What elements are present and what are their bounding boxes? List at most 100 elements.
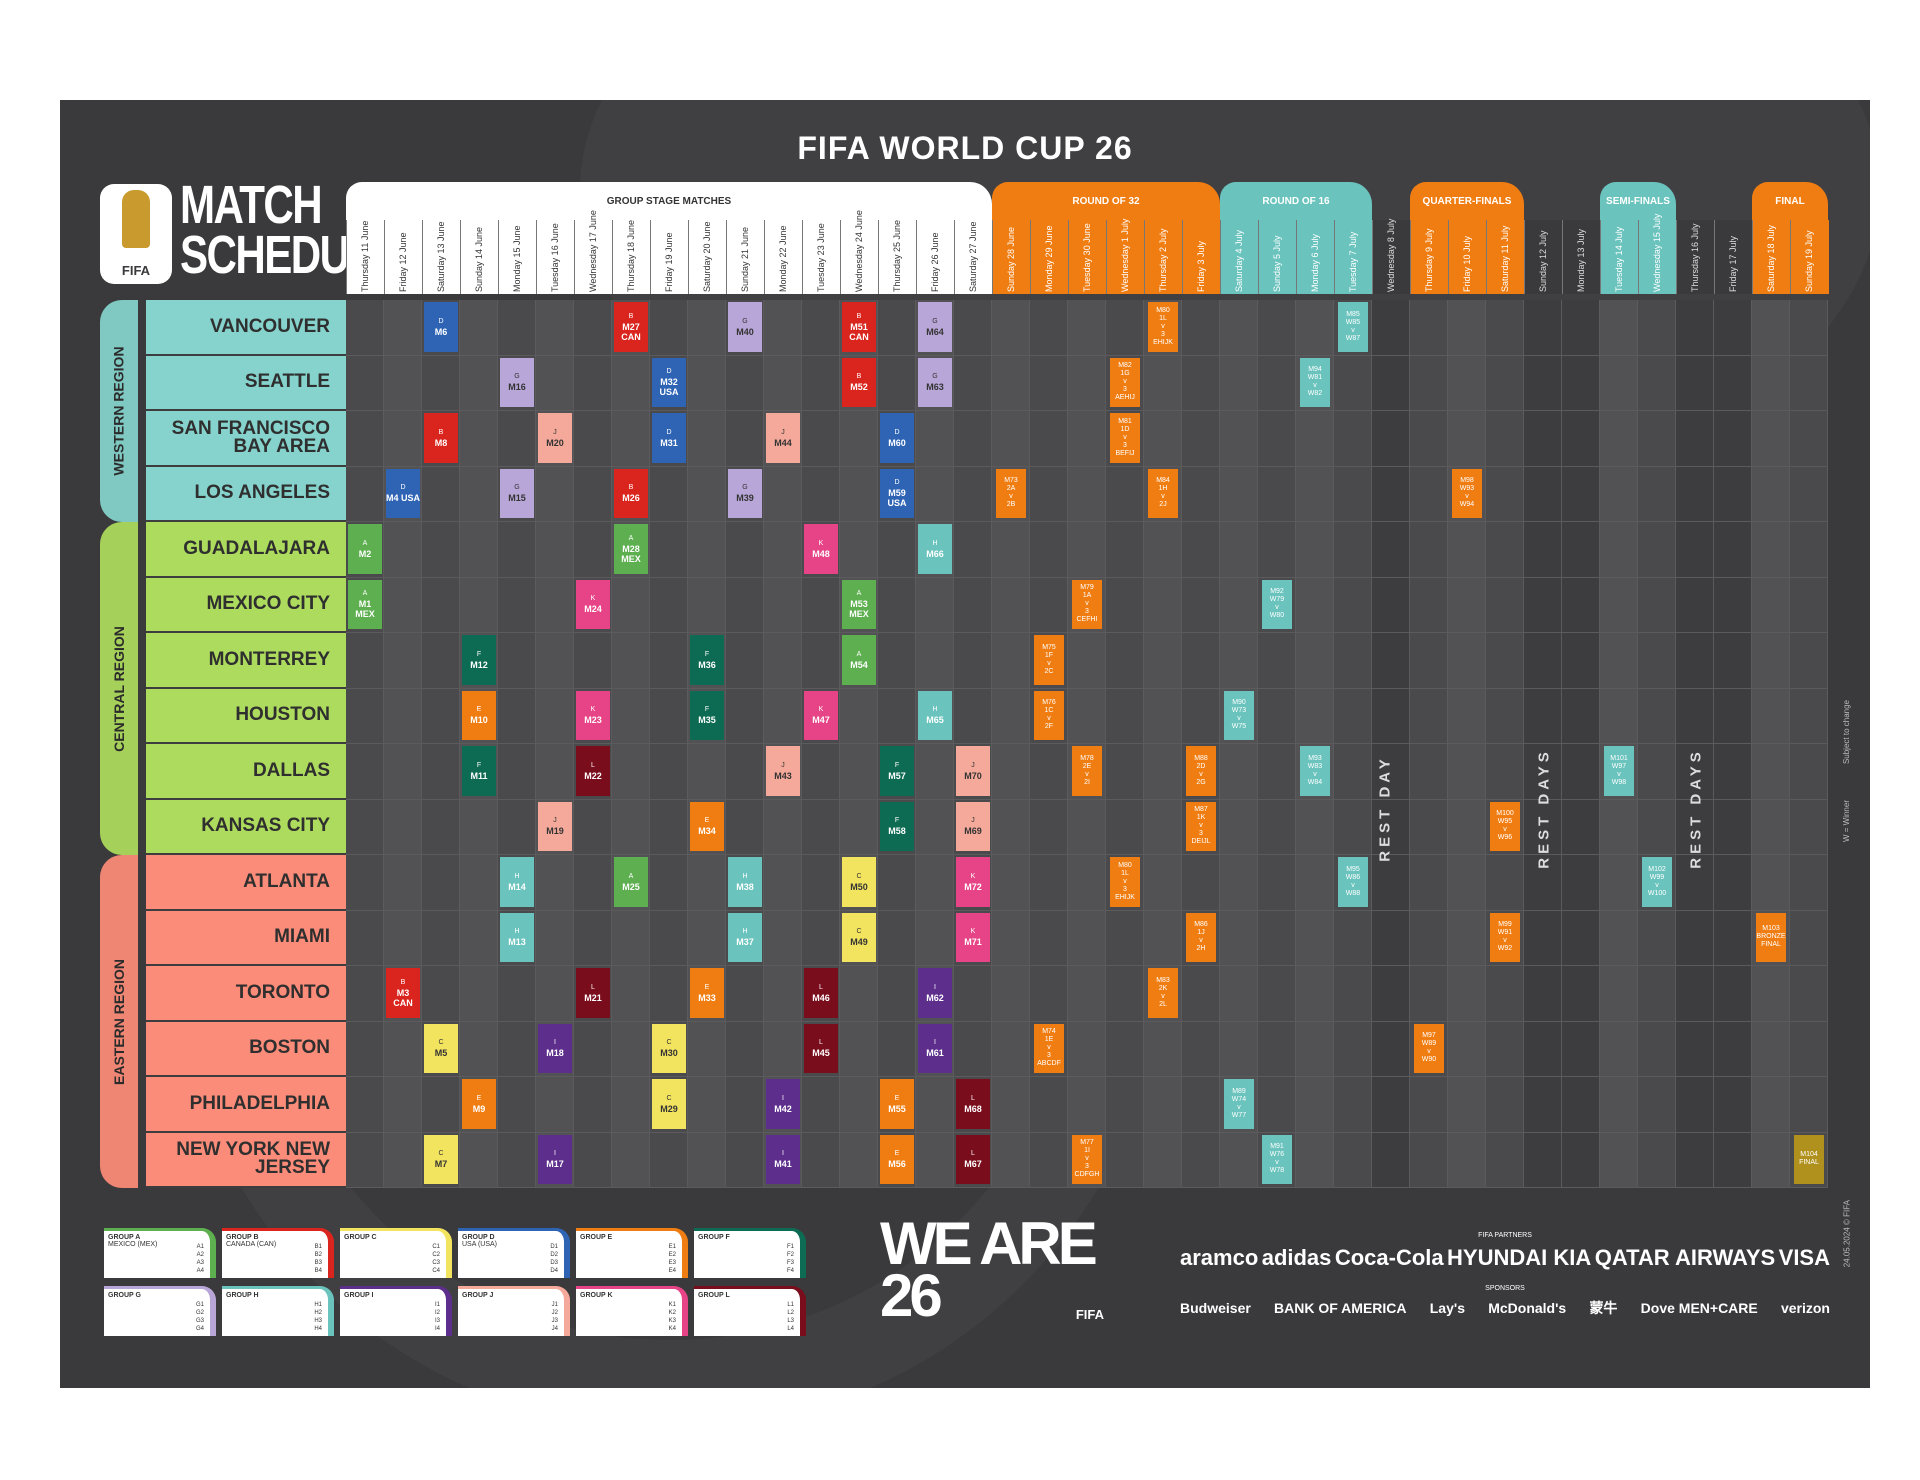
group-match-box[interactable]: A M25 — [614, 857, 648, 907]
knockout-match-box[interactable]: M103 BRONZE FINAL — [1756, 912, 1786, 962]
group-match-box[interactable]: K M72 — [956, 857, 990, 907]
knockout-match-box[interactable]: M89 W74 v W77 — [1224, 1079, 1254, 1129]
knockout-match-box[interactable]: M101 W97 v W98 — [1604, 746, 1634, 796]
knockout-match-box[interactable]: M99 W91 v W92 — [1490, 912, 1520, 962]
group-match-box[interactable]: B M26 — [614, 468, 648, 518]
knockout-match-box[interactable]: M92 W79 v W80 — [1262, 579, 1292, 629]
knockout-match-box[interactable]: M102 W99 v W100 — [1642, 857, 1672, 907]
group-match-box[interactable]: G M15 — [500, 468, 534, 518]
knockout-match-box[interactable]: M82 1G v 3 AEHIJ — [1110, 357, 1140, 407]
group-match-box[interactable]: D M31 — [652, 413, 686, 463]
knockout-match-box[interactable]: M73 2A v 2B — [996, 468, 1026, 518]
knockout-match-box[interactable]: M94 W81 v W82 — [1300, 357, 1330, 407]
group-match-box[interactable]: B M51 CAN — [842, 302, 876, 352]
group-match-box[interactable]: J M69 — [956, 801, 990, 851]
group-match-box[interactable]: E M34 — [690, 801, 724, 851]
knockout-match-box[interactable]: M78 2E v 2I — [1072, 746, 1102, 796]
knockout-match-box[interactable]: M100 W95 v W96 — [1490, 801, 1520, 851]
knockout-match-box[interactable]: M83 2K v 2L — [1148, 968, 1178, 1018]
group-match-box[interactable]: F M12 — [462, 635, 496, 685]
knockout-match-box[interactable]: M80 1L v 3 EHIJK — [1110, 857, 1140, 907]
knockout-match-box[interactable]: M88 2D v 2G — [1186, 746, 1216, 796]
knockout-match-box[interactable]: M93 W83 v W84 — [1300, 746, 1330, 796]
group-match-box[interactable]: I M62 — [918, 968, 952, 1018]
knockout-match-box[interactable]: M86 1J v 2H — [1186, 912, 1216, 962]
group-match-box[interactable]: I M17 — [538, 1134, 572, 1184]
knockout-match-box[interactable]: M104 FINAL — [1794, 1134, 1824, 1184]
group-match-box[interactable]: G M63 — [918, 357, 952, 407]
group-match-box[interactable]: H M65 — [918, 690, 952, 740]
group-match-box[interactable]: J M70 — [956, 746, 990, 796]
knockout-match-box[interactable]: M77 1I v 3 CDFGH — [1072, 1134, 1102, 1184]
group-match-box[interactable]: K M23 — [576, 690, 610, 740]
knockout-match-box[interactable]: M91 W76 v W78 — [1262, 1134, 1292, 1184]
group-match-box[interactable]: G M39 — [728, 468, 762, 518]
group-match-box[interactable]: K M47 — [804, 690, 838, 740]
group-match-box[interactable]: G M40 — [728, 302, 762, 352]
knockout-match-box[interactable]: M98 W93 v W94 — [1452, 468, 1482, 518]
group-match-box[interactable]: L M45 — [804, 1023, 838, 1073]
group-match-box[interactable]: C M50 — [842, 857, 876, 907]
group-match-box[interactable]: H M38 — [728, 857, 762, 907]
group-match-box[interactable]: F M35 — [690, 690, 724, 740]
group-match-box[interactable]: I M42 — [766, 1079, 800, 1129]
group-match-box[interactable]: F M11 — [462, 746, 496, 796]
group-match-box[interactable]: E M55 — [880, 1079, 914, 1129]
group-match-box[interactable]: C M49 — [842, 912, 876, 962]
group-match-box[interactable]: J M43 — [766, 746, 800, 796]
group-match-box[interactable]: B M3 CAN — [386, 968, 420, 1018]
group-match-box[interactable]: L M21 — [576, 968, 610, 1018]
group-match-box[interactable]: H M37 — [728, 912, 762, 962]
group-match-box[interactable]: E M33 — [690, 968, 724, 1018]
knockout-match-box[interactable]: M90 W73 v W75 — [1224, 690, 1254, 740]
group-match-box[interactable]: A M28 MEX — [614, 524, 648, 574]
group-match-box[interactable]: I M18 — [538, 1023, 572, 1073]
knockout-match-box[interactable]: M84 1H v 2J — [1148, 468, 1178, 518]
knockout-match-box[interactable]: M75 1F v 2C — [1034, 635, 1064, 685]
group-match-box[interactable]: D M59 USA — [880, 468, 914, 518]
group-match-box[interactable]: H M13 — [500, 912, 534, 962]
group-match-box[interactable]: B M8 — [424, 413, 458, 463]
group-match-box[interactable]: E M56 — [880, 1134, 914, 1184]
knockout-match-box[interactable]: M97 W89 v W90 — [1414, 1023, 1444, 1073]
group-match-box[interactable]: A M1 MEX — [348, 579, 382, 629]
group-match-box[interactable]: D M60 — [880, 413, 914, 463]
knockout-match-box[interactable]: M81 1D v 3 BEFIJ — [1110, 413, 1140, 463]
group-match-box[interactable]: K M71 — [956, 912, 990, 962]
group-match-box[interactable]: I M61 — [918, 1023, 952, 1073]
group-match-box[interactable]: A M54 — [842, 635, 876, 685]
group-match-box[interactable]: A M53 MEX — [842, 579, 876, 629]
group-match-box[interactable]: C M29 — [652, 1079, 686, 1129]
group-match-box[interactable]: K M48 — [804, 524, 838, 574]
group-match-box[interactable]: L M67 — [956, 1134, 990, 1184]
group-match-box[interactable]: E M10 — [462, 690, 496, 740]
group-match-box[interactable]: I M41 — [766, 1134, 800, 1184]
group-match-box[interactable]: J M20 — [538, 413, 572, 463]
group-match-box[interactable]: L M22 — [576, 746, 610, 796]
group-match-box[interactable]: C M7 — [424, 1134, 458, 1184]
knockout-match-box[interactable]: M74 1E v 3 ABCDF — [1034, 1023, 1064, 1073]
knockout-match-box[interactable]: M79 1A v 3 CEFHI — [1072, 579, 1102, 629]
group-match-box[interactable]: H M14 — [500, 857, 534, 907]
knockout-match-box[interactable]: M87 1K v 3 DEIJL — [1186, 801, 1216, 851]
group-match-box[interactable]: H M66 — [918, 524, 952, 574]
group-match-box[interactable]: L M46 — [804, 968, 838, 1018]
group-match-box[interactable]: A M2 — [348, 524, 382, 574]
group-match-box[interactable]: G M16 — [500, 357, 534, 407]
knockout-match-box[interactable]: M85 W85 v W87 — [1338, 302, 1368, 352]
group-match-box[interactable]: C M30 — [652, 1023, 686, 1073]
knockout-match-box[interactable]: M95 W86 v W88 — [1338, 857, 1368, 907]
group-match-box[interactable]: K M24 — [576, 579, 610, 629]
group-match-box[interactable]: B M27 CAN — [614, 302, 648, 352]
group-match-box[interactable]: E M9 — [462, 1079, 496, 1129]
group-match-box[interactable]: D M4 USA — [386, 468, 420, 518]
group-match-box[interactable]: F M58 — [880, 801, 914, 851]
group-match-box[interactable]: D M32 USA — [652, 357, 686, 407]
group-match-box[interactable]: L M68 — [956, 1079, 990, 1129]
knockout-match-box[interactable]: M80 1L v 3 EHIJK — [1148, 302, 1178, 352]
group-match-box[interactable]: J M44 — [766, 413, 800, 463]
group-match-box[interactable]: F M36 — [690, 635, 724, 685]
group-match-box[interactable]: B M52 — [842, 357, 876, 407]
group-match-box[interactable]: G M64 — [918, 302, 952, 352]
group-match-box[interactable]: J M19 — [538, 801, 572, 851]
